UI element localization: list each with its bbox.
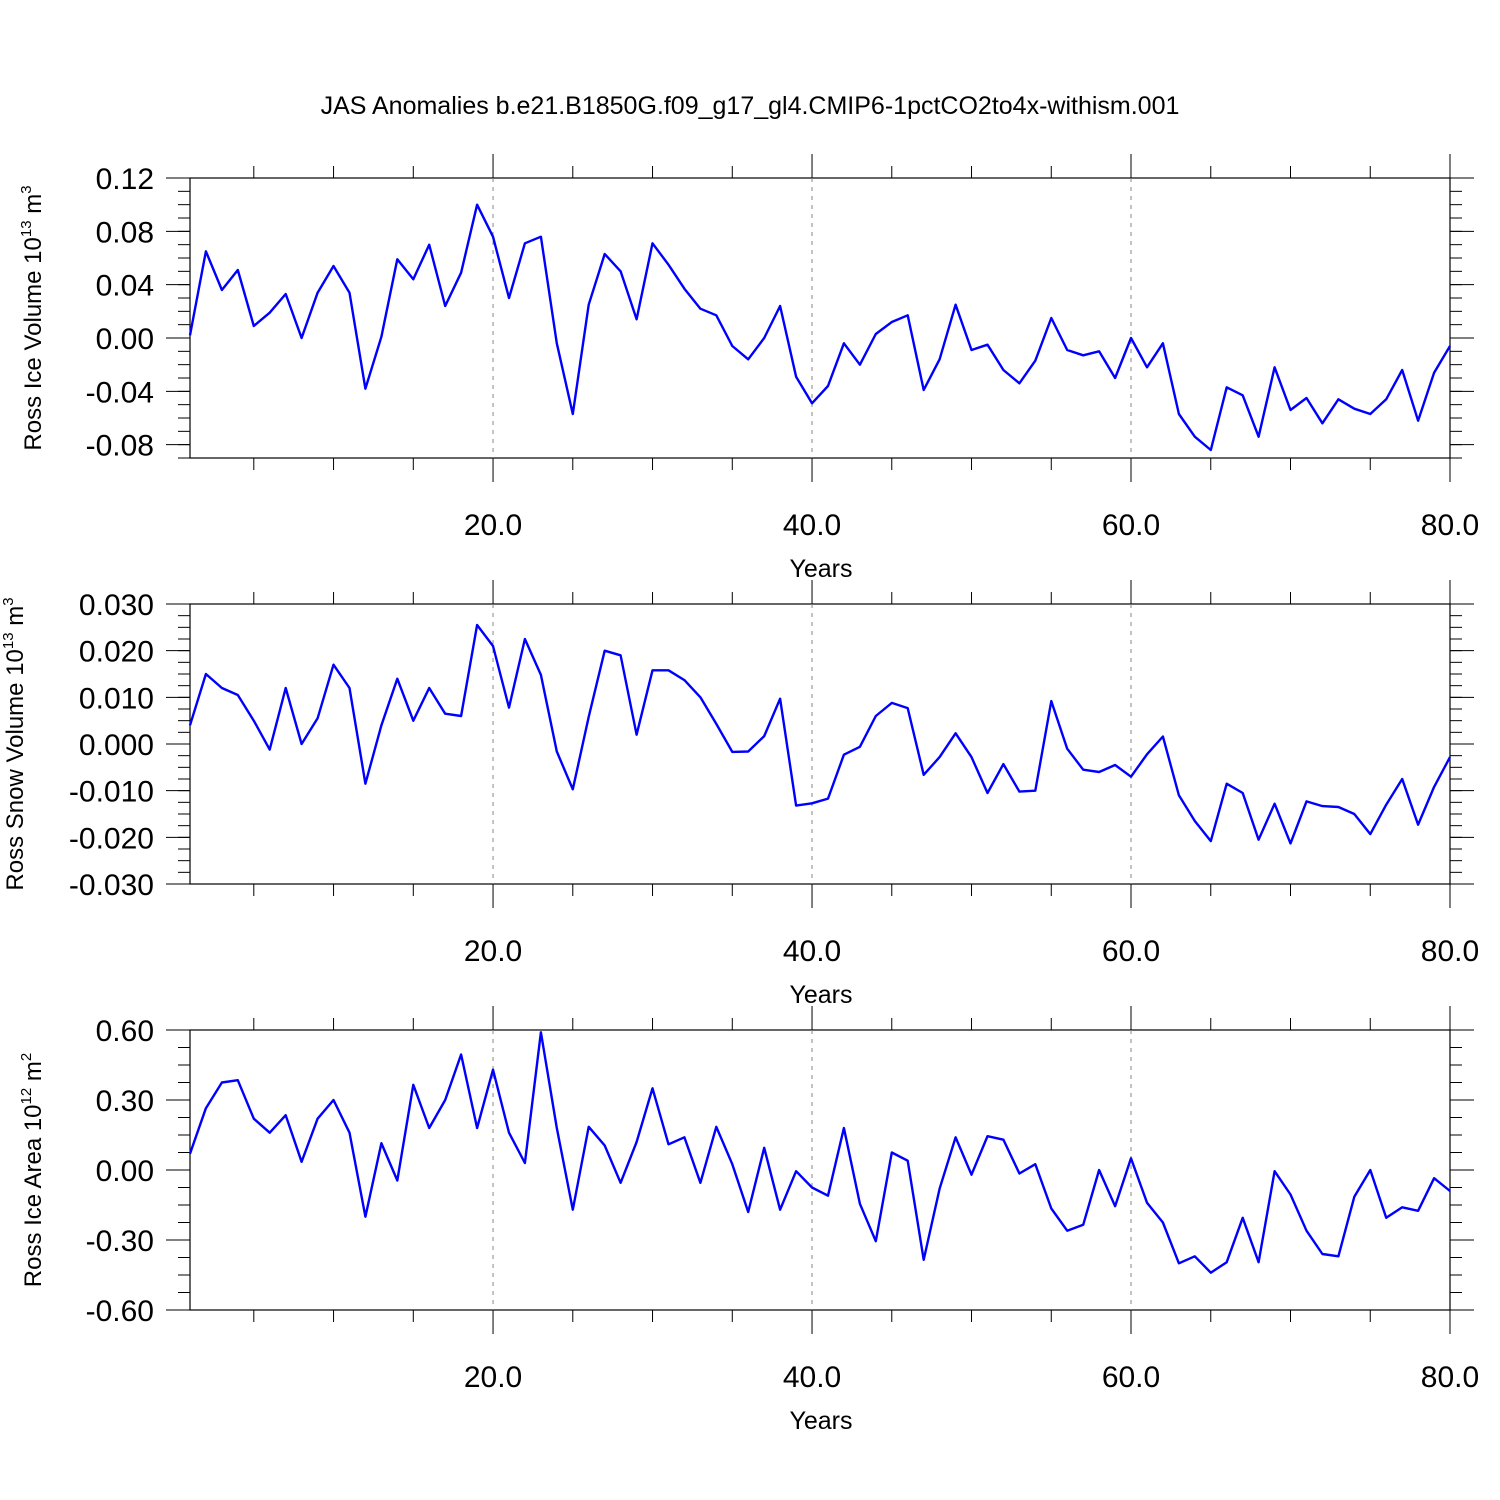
x-tick-label: 60.0 — [1102, 935, 1160, 968]
y-label-superscript: 3 — [18, 185, 35, 193]
y-label-text: Ross Ice Volume 10 — [20, 237, 47, 450]
y-tick-label: 0.010 — [79, 682, 154, 715]
x-tick-label: 80.0 — [1421, 1361, 1479, 1394]
y-tick-label: 0.030 — [79, 589, 154, 622]
y-label-superscript: 3 — [0, 597, 17, 605]
x-tick-label: 40.0 — [783, 935, 841, 968]
y-tick-label: -0.08 — [86, 430, 154, 463]
x-tick-label: 80.0 — [1421, 509, 1479, 542]
y-label-superscript: 2 — [18, 1053, 35, 1061]
y-axis-label: Ross Snow Volume 1013 m3 — [0, 597, 29, 890]
x-tick-label: 40.0 — [783, 509, 841, 542]
plot-frame — [189, 603, 1451, 885]
y-tick-label: 0.020 — [79, 636, 154, 669]
x-tick-label: 40.0 — [783, 1361, 841, 1394]
y-axis-label: Ross Ice Volume 1013 m3 — [18, 185, 47, 450]
y-tick-label: 0.00 — [96, 1155, 154, 1188]
figure-title: JAS Anomalies b.e21.B1850G.f09_g17_gl4.C… — [321, 92, 1180, 120]
x-tick-label: 60.0 — [1102, 509, 1160, 542]
y-label-superscript: 13 — [0, 632, 17, 649]
chart-panel-2: 0.030 0.020 0.010 0.000 -0.010 -0.020 -0.030 20… — [0, 580, 1479, 1009]
y-tick-label: 0.00 — [96, 323, 154, 356]
x-tick-label: 60.0 — [1102, 1361, 1160, 1394]
x-tick-label: 20.0 — [464, 935, 522, 968]
x-tick-label: 80.0 — [1421, 935, 1479, 968]
chart-panel-1: 0.12 0.08 0.04 0.00 -0.04 -0.08 20.0 40.0 60.0 80… — [18, 154, 1479, 583]
y-tick-label: -0.030 — [69, 869, 154, 902]
plot-frame — [189, 1029, 1451, 1311]
x-tick-label: 20.0 — [464, 1361, 522, 1394]
y-label-superscript: 13 — [18, 220, 35, 237]
series-line — [188, 623, 1452, 845]
y-tick-label: -0.010 — [69, 776, 154, 809]
y-tick-label: -0.30 — [86, 1225, 154, 1258]
x-tick-label: 20.0 — [464, 509, 522, 542]
y-tick-label: -0.020 — [69, 822, 154, 855]
y-tick-label: -0.04 — [86, 376, 154, 409]
y-tick-label: 0.04 — [96, 270, 154, 303]
y-axis-label: Ross Ice Area 1012 m2 — [18, 1053, 47, 1287]
x-axis-label: Years — [789, 981, 852, 1009]
series-line — [188, 1031, 1451, 1274]
y-tick-label: 0.60 — [96, 1015, 154, 1048]
y-tick-label: 0.30 — [96, 1085, 154, 1118]
y-tick-label: 0.12 — [96, 163, 154, 196]
y-tick-label: -0.60 — [86, 1295, 154, 1328]
y-label-text: Ross Ice Area 10 — [20, 1104, 47, 1287]
y-label-superscript: 12 — [18, 1088, 35, 1105]
y-label-text: m — [20, 194, 47, 221]
chart-panel-3: 0.60 0.30 0.00 -0.30 -0.60 20.0 40.0 60.0 80.0 Ye… — [18, 1006, 1479, 1435]
y-label-text: Ross Snow Volume 10 — [2, 649, 29, 890]
series-line — [188, 203, 1452, 452]
y-tick-label: 0.08 — [96, 216, 154, 249]
x-axis-label: Years — [789, 555, 852, 583]
y-label-text: m — [2, 606, 29, 633]
y-tick-label: 0.000 — [79, 729, 154, 762]
plot-frame — [189, 177, 1451, 459]
x-axis-label: Years — [789, 1407, 852, 1435]
y-label-text: m — [20, 1061, 47, 1088]
